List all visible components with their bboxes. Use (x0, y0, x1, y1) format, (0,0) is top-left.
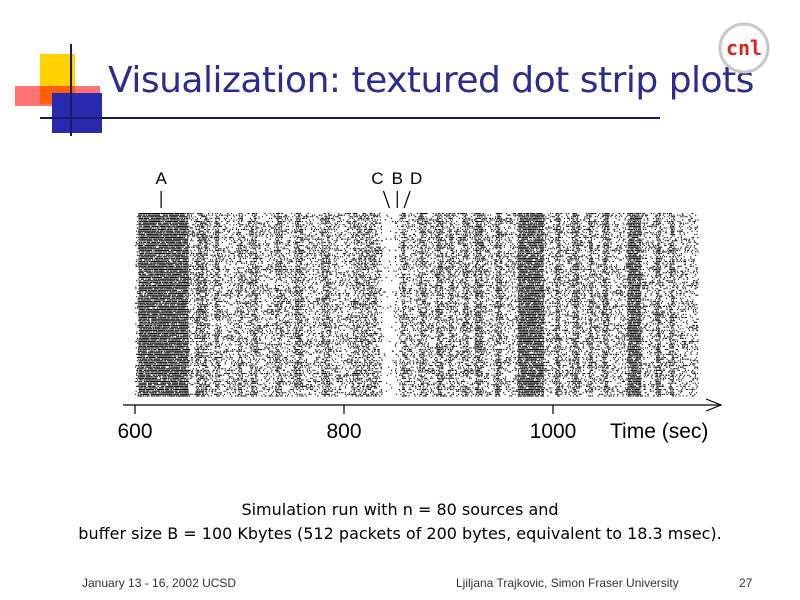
tick-label-600: 600 (117, 420, 152, 443)
marker-pointer-c (382, 190, 391, 209)
decor-vertical-line (70, 44, 72, 136)
marker-label-d: D (410, 169, 422, 188)
marker-pointer-d (403, 190, 411, 209)
footer-author: Ljiljana Trajkovic, Simon Fraser Univers… (456, 576, 679, 590)
strip-dots (135, 213, 699, 397)
tick-label-800: 800 (326, 420, 361, 443)
footer-date-venue: January 13 - 16, 2002 UCSD (82, 576, 237, 590)
cnl-logo: cnl (718, 22, 770, 74)
strip-dot-field (135, 213, 699, 397)
page-number: 27 (739, 576, 753, 590)
marker-label-c: C (371, 169, 383, 188)
caption-line-2: buffer size B = 100 Kbytes (512 packets … (78, 524, 722, 543)
x-axis-label: Time (sec) (610, 420, 708, 443)
title-underline (40, 117, 660, 119)
slide-title: Visualization: textured dot strip plots (108, 60, 754, 101)
marker-label-a: A (155, 169, 167, 188)
decor-blue-square (52, 93, 102, 133)
axis-arrowhead (705, 398, 723, 412)
time-axis: 600 800 1000 Time (sec) (117, 398, 723, 443)
tick-label-1000: 1000 (530, 420, 577, 443)
marker-label-b: B (392, 169, 403, 188)
caption-line-1: Simulation run with n = 80 sources and (241, 500, 559, 519)
logo-text: cnl (726, 36, 762, 60)
